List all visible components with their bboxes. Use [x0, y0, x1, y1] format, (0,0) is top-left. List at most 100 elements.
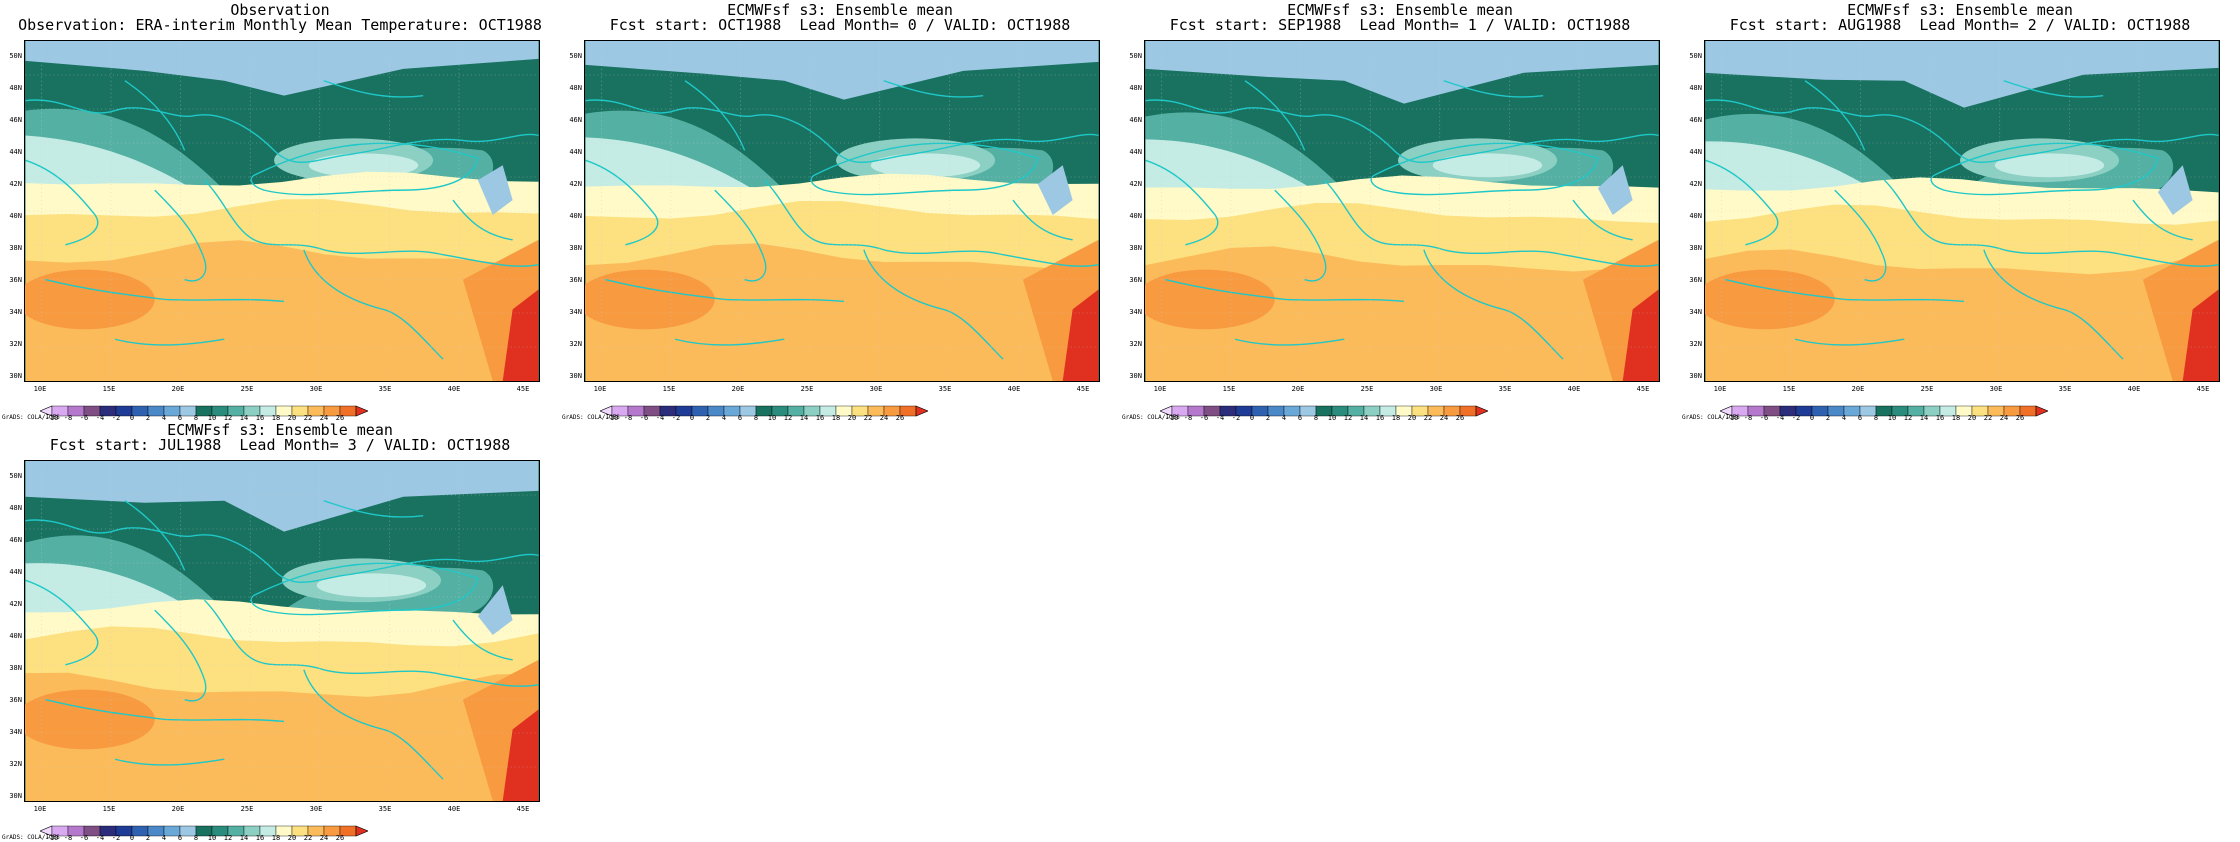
colorbar-label: 10 [207, 414, 217, 422]
y-tick-label: 48N [1129, 84, 1142, 92]
colorbar-label: 10 [1887, 414, 1897, 422]
colorbar-label: 22 [1423, 414, 1433, 422]
colorbar-right-arrow [355, 405, 369, 417]
panel-subtitle: Fcst start: OCT1988 Lead Month= 0 / VALI… [609, 16, 1071, 34]
colorbar-label: 0 [689, 414, 695, 422]
colorbar-label: 6 [1857, 414, 1863, 422]
panel-title: ECMWFsf s3: Ensemble mean [1287, 1, 1513, 19]
y-tick-label: 38N [9, 664, 22, 672]
colorbar-label: 2 [1825, 414, 1831, 422]
colorbar-label: -6 [79, 414, 89, 422]
colorbar-label: -2 [1791, 414, 1801, 422]
y-tick-label: 36N [569, 276, 582, 284]
x-tick-label: 10E [1713, 385, 1727, 393]
colorbar-label: 22 [303, 414, 313, 422]
colorbar-label: 18 [1951, 414, 1961, 422]
y-tick-label: 34N [1129, 308, 1142, 316]
colorbar-label: 6 [177, 834, 183, 842]
colorbar-label: 2 [145, 834, 151, 842]
map-panel: ECMWFsf s3: Ensemble mean Fcst start: JUL… [0, 420, 560, 842]
colorbar-label: 22 [303, 834, 313, 842]
temperature-map [1704, 40, 2220, 382]
colorbar-label: 8 [1873, 414, 1879, 422]
colorbar-label: 12 [1903, 414, 1913, 422]
colorbar-label: 26 [335, 414, 345, 422]
y-tick-label: 50N [569, 52, 582, 60]
colorbar-label: 8 [193, 414, 199, 422]
colorbar-label: 24 [1999, 414, 2009, 422]
x-tick-label: 10E [33, 805, 47, 813]
y-tick-label: 40N [1129, 212, 1142, 220]
x-tick-label: 25E [800, 385, 814, 393]
y-tick-label: 42N [1129, 180, 1142, 188]
colorbar [39, 402, 369, 417]
colorbar-label: 20 [1967, 414, 1977, 422]
colorbar-label: 8 [753, 414, 759, 422]
colorbar-label: 6 [737, 414, 743, 422]
y-tick-label: 48N [9, 504, 22, 512]
x-tick-label: 35E [2058, 385, 2072, 393]
x-tick-label: 15E [102, 385, 116, 393]
y-tick-label: 50N [1689, 52, 1702, 60]
colorbar-label: 22 [863, 414, 873, 422]
panel-subtitle: Fcst start: JUL1988 Lead Month= 3 / VALI… [49, 436, 511, 454]
colorbar-label: 10 [767, 414, 777, 422]
x-tick-label: 30E [309, 385, 323, 393]
colorbar-label: 20 [1407, 414, 1417, 422]
x-tick-label: 45E [516, 385, 530, 393]
y-tick-label: 44N [9, 568, 22, 576]
y-tick-label: 38N [1129, 244, 1142, 252]
y-tick-label: 48N [569, 84, 582, 92]
colorbar-label: 24 [319, 414, 329, 422]
colorbar-label: 20 [847, 414, 857, 422]
colorbar-label: 26 [335, 834, 345, 842]
colorbar-label: 2 [145, 414, 151, 422]
colorbar-label: 18 [831, 414, 841, 422]
y-tick-label: 30N [9, 372, 22, 380]
x-tick-label: 45E [1076, 385, 1090, 393]
grads-credit: GrADS: COLA/IGES [1122, 414, 1180, 421]
y-tick-label: 32N [9, 340, 22, 348]
grads-credit: GrADS: COLA/IGES [2, 834, 60, 841]
colorbar-label: -6 [79, 834, 89, 842]
colorbar-label: 26 [2015, 414, 2025, 422]
x-tick-label: 10E [1153, 385, 1167, 393]
y-tick-label: 50N [9, 472, 22, 480]
colorbar-label: -4 [95, 834, 105, 842]
colorbar-label: 24 [1439, 414, 1449, 422]
colorbar-label: 4 [1281, 414, 1287, 422]
grads-credit: GrADS: COLA/IGES [1682, 414, 1740, 421]
colorbar-label: -10 [45, 834, 59, 842]
x-tick-label: 35E [938, 385, 952, 393]
x-tick-label: 15E [662, 385, 676, 393]
x-tick-label: 20E [171, 385, 185, 393]
x-tick-label: 40E [447, 385, 461, 393]
panel-title: ECMWFsf s3: Ensemble mean [167, 421, 393, 439]
colorbar-label: -6 [639, 414, 649, 422]
colorbar-label: 16 [1935, 414, 1945, 422]
x-tick-label: 35E [378, 805, 392, 813]
colorbar-label: -4 [95, 414, 105, 422]
y-tick-label: 34N [1689, 308, 1702, 316]
y-tick-label: 36N [1689, 276, 1702, 284]
colorbar-label: -2 [111, 414, 121, 422]
colorbar-label: -8 [63, 834, 73, 842]
colorbar-label: 4 [1841, 414, 1847, 422]
x-tick-label: 25E [240, 385, 254, 393]
x-tick-label: 20E [1291, 385, 1305, 393]
colorbar-label: -10 [1165, 414, 1179, 422]
colorbar-label: 12 [223, 834, 233, 842]
y-tick-label: 30N [569, 372, 582, 380]
y-tick-label: 42N [9, 600, 22, 608]
grads-credit: GrADS: COLA/IGES [2, 414, 60, 421]
y-tick-label: 32N [1129, 340, 1142, 348]
y-tick-label: 34N [9, 308, 22, 316]
y-tick-label: 48N [1689, 84, 1702, 92]
x-tick-label: 15E [102, 805, 116, 813]
colorbar-label: -8 [1743, 414, 1753, 422]
x-tick-label: 45E [516, 805, 530, 813]
colorbar-right-arrow [355, 825, 369, 837]
temperature-map [24, 460, 540, 802]
y-tick-label: 42N [1689, 180, 1702, 188]
y-tick-label: 50N [1129, 52, 1142, 60]
